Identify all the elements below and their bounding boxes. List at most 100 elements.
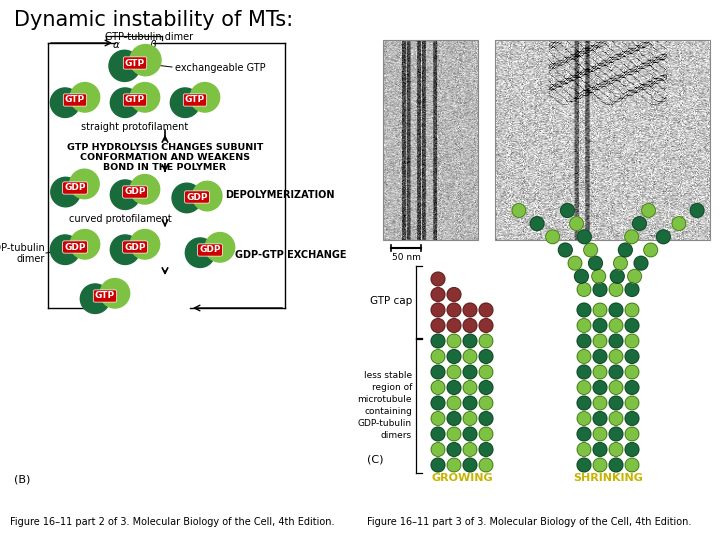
- Circle shape: [593, 365, 607, 379]
- Circle shape: [479, 443, 493, 456]
- Circle shape: [479, 381, 493, 394]
- Circle shape: [625, 319, 639, 333]
- Text: GTP: GTP: [185, 96, 205, 105]
- Circle shape: [447, 427, 461, 441]
- Circle shape: [570, 217, 583, 231]
- Circle shape: [431, 427, 445, 441]
- Circle shape: [463, 319, 477, 333]
- Circle shape: [568, 256, 582, 270]
- Circle shape: [575, 269, 588, 283]
- Circle shape: [463, 458, 477, 472]
- Circle shape: [611, 269, 624, 283]
- Text: GTP: GTP: [65, 96, 85, 105]
- Circle shape: [479, 319, 493, 333]
- Circle shape: [577, 458, 591, 472]
- Circle shape: [593, 282, 607, 296]
- Circle shape: [559, 243, 572, 257]
- Text: dimer: dimer: [17, 254, 45, 264]
- Circle shape: [584, 243, 598, 257]
- Circle shape: [447, 458, 461, 472]
- Circle shape: [431, 365, 445, 379]
- Text: BOND IN THE POLYMER: BOND IN THE POLYMER: [104, 163, 227, 172]
- Circle shape: [613, 256, 627, 270]
- Circle shape: [463, 443, 477, 456]
- Circle shape: [447, 396, 461, 410]
- Circle shape: [625, 334, 639, 348]
- Circle shape: [130, 45, 161, 76]
- Circle shape: [672, 217, 685, 231]
- Circle shape: [657, 230, 670, 244]
- Circle shape: [625, 303, 639, 317]
- Circle shape: [593, 458, 607, 472]
- Circle shape: [447, 443, 461, 456]
- Circle shape: [642, 204, 655, 217]
- Circle shape: [609, 282, 623, 296]
- Circle shape: [577, 427, 591, 441]
- Text: GTP HYDROLYSIS CHANGES SUBUNIT: GTP HYDROLYSIS CHANGES SUBUNIT: [67, 143, 264, 152]
- Circle shape: [592, 269, 606, 283]
- Circle shape: [51, 177, 81, 207]
- Circle shape: [577, 319, 591, 333]
- Text: GDP: GDP: [186, 192, 208, 201]
- Circle shape: [431, 319, 445, 333]
- Circle shape: [609, 319, 623, 333]
- Circle shape: [447, 319, 461, 333]
- Text: GTP cap: GTP cap: [370, 296, 412, 307]
- Circle shape: [110, 180, 140, 210]
- Circle shape: [609, 396, 623, 410]
- Circle shape: [625, 427, 639, 441]
- Circle shape: [479, 396, 493, 410]
- Text: straight protofilament: straight protofilament: [81, 122, 189, 132]
- Circle shape: [628, 269, 642, 283]
- Circle shape: [561, 204, 575, 217]
- Circle shape: [593, 334, 607, 348]
- Circle shape: [431, 381, 445, 394]
- Circle shape: [431, 288, 445, 301]
- Text: GDP: GDP: [64, 184, 86, 192]
- Text: α: α: [112, 40, 120, 50]
- Circle shape: [81, 284, 110, 313]
- Circle shape: [609, 303, 623, 317]
- Circle shape: [192, 181, 222, 211]
- Circle shape: [479, 349, 493, 363]
- Text: DEPOLYMERIZATION: DEPOLYMERIZATION: [225, 190, 335, 200]
- Circle shape: [577, 334, 591, 348]
- Circle shape: [577, 349, 591, 363]
- Circle shape: [50, 88, 80, 118]
- Circle shape: [447, 365, 461, 379]
- Circle shape: [431, 349, 445, 363]
- Circle shape: [70, 230, 99, 259]
- Circle shape: [463, 427, 477, 441]
- Text: CONFORMATION AND WEAKENS: CONFORMATION AND WEAKENS: [80, 153, 250, 162]
- Circle shape: [50, 235, 80, 265]
- Circle shape: [625, 396, 639, 410]
- Circle shape: [577, 396, 591, 410]
- Circle shape: [479, 334, 493, 348]
- Circle shape: [447, 303, 461, 317]
- Circle shape: [593, 443, 607, 456]
- Circle shape: [130, 230, 160, 259]
- Circle shape: [463, 381, 477, 394]
- Circle shape: [609, 349, 623, 363]
- Circle shape: [625, 458, 639, 472]
- Circle shape: [577, 365, 591, 379]
- Circle shape: [546, 230, 559, 244]
- Circle shape: [171, 88, 200, 118]
- Circle shape: [625, 411, 639, 426]
- Circle shape: [431, 272, 445, 286]
- Text: Figure 16–11 part 2 of 3. Molecular Biology of the Cell, 4th Edition.: Figure 16–11 part 2 of 3. Molecular Biol…: [10, 517, 335, 527]
- Circle shape: [479, 458, 493, 472]
- Circle shape: [512, 204, 526, 217]
- Circle shape: [130, 83, 160, 112]
- Text: less stable
region of
microtubule
containing
GDP-tubulin
dimers: less stable region of microtubule contai…: [358, 372, 412, 440]
- Text: GDP: GDP: [125, 187, 145, 197]
- Circle shape: [593, 427, 607, 441]
- Circle shape: [530, 217, 544, 231]
- Circle shape: [479, 411, 493, 426]
- Circle shape: [588, 256, 603, 270]
- Text: Figure 16–11 part 3 of 3. Molecular Biology of the Cell, 4th Edition.: Figure 16–11 part 3 of 3. Molecular Biol…: [367, 517, 691, 527]
- Circle shape: [190, 83, 220, 112]
- Circle shape: [110, 88, 140, 118]
- Circle shape: [447, 411, 461, 426]
- Circle shape: [70, 83, 99, 112]
